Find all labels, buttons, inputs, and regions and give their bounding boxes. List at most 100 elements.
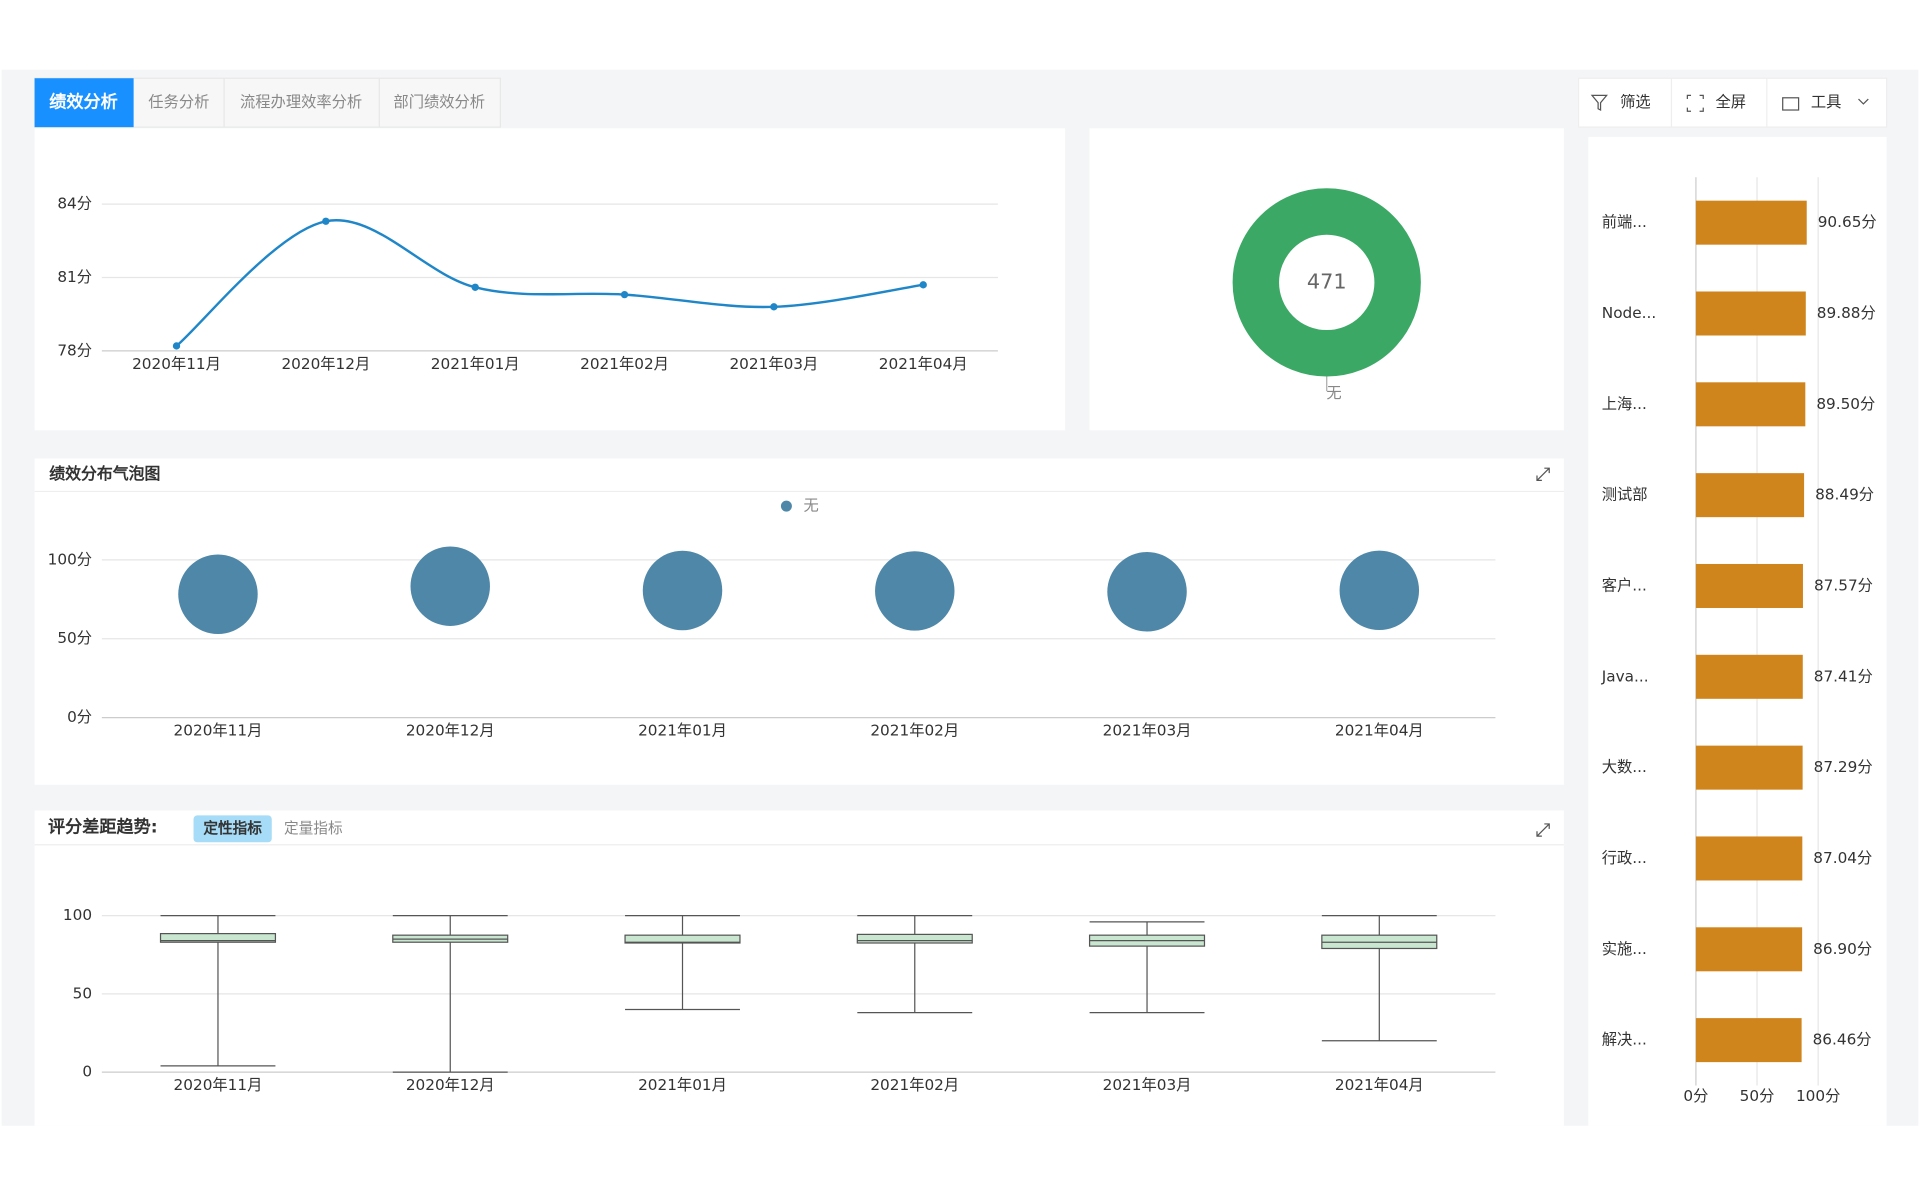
box (159, 932, 277, 943)
value-label: 86.90分 (1813, 940, 1872, 958)
tab[interactable]: 任务分析 (148, 93, 209, 111)
panel (34, 458, 1564, 785)
x-tick-label: 2021年02月 (580, 355, 669, 373)
x-tick-label: 2021年04月 (1335, 722, 1424, 740)
x-tick-label: 50分 (1740, 1087, 1775, 1105)
value-label: 90.65分 (1818, 213, 1877, 231)
donut-slice (1232, 188, 1421, 377)
value-label: 87.41分 (1814, 667, 1873, 685)
y-tick-label: Node... (1602, 304, 1656, 322)
x-tick-label: 2021年02月 (870, 1076, 959, 1094)
bar (1695, 836, 1803, 881)
bubble (875, 551, 955, 631)
y-tick-label: 行政... (1602, 849, 1647, 867)
y-tick-label: 50 (73, 984, 92, 1002)
x-tick-label: 2021年03月 (729, 355, 818, 373)
tool-icon (1782, 97, 1800, 111)
subtab[interactable]: 定量指标 (284, 820, 343, 837)
bar (1695, 291, 1806, 336)
bar (1695, 1018, 1802, 1063)
y-tick-label: 78分 (57, 341, 92, 359)
y-tick-label: 50分 (57, 629, 92, 647)
y-tick-label: 大数... (1602, 758, 1647, 776)
y-tick-label: Java... (1601, 667, 1649, 685)
x-tick-label: 2020年11月 (174, 1076, 263, 1094)
panel (1588, 136, 1887, 1126)
point (172, 342, 181, 350)
tab[interactable]: 部门绩效分析 (393, 93, 485, 111)
point (770, 303, 778, 311)
value-label: 89.88分 (1817, 304, 1876, 322)
y-tick-label: 解决... (1602, 1031, 1647, 1049)
bar (1695, 927, 1803, 972)
y-tick-label: 0 (82, 1063, 92, 1081)
legend-marker (780, 500, 792, 512)
x-tick-label: 2020年12月 (281, 355, 370, 373)
point (919, 281, 927, 289)
bubble (1107, 552, 1187, 632)
toolbar-button[interactable]: 全屏 (1715, 93, 1746, 111)
bubble (642, 550, 723, 631)
toolbar (1577, 77, 1888, 128)
toolbar-button[interactable]: 工具 (1811, 93, 1842, 111)
value-label: 89.50分 (1816, 395, 1875, 413)
x-tick-label: 2021年01月 (638, 1076, 727, 1094)
donut-center-label: 471 (1307, 269, 1347, 293)
bubble (178, 554, 258, 634)
x-tick-label: 2021年01月 (431, 355, 520, 373)
point (620, 290, 629, 299)
subtab[interactable]: 定性指标 (203, 819, 262, 837)
expand-icon[interactable] (1536, 823, 1550, 837)
value-label: 87.29分 (1814, 758, 1873, 776)
bubble (410, 546, 490, 626)
toolbar-button[interactable]: 筛选 (1620, 93, 1651, 111)
x-tick-label: 2020年11月 (132, 355, 221, 373)
x-tick-label: 100分 (1796, 1087, 1840, 1105)
tab[interactable]: 绩效分析 (49, 92, 117, 113)
x-tick-label: 2020年11月 (174, 722, 263, 740)
point (471, 283, 479, 291)
x-tick-label: 2020年12月 (406, 1076, 495, 1094)
x-tick-label: 2021年03月 (1103, 1076, 1192, 1094)
bar (1695, 382, 1806, 427)
expand-icon[interactable] (1536, 467, 1550, 482)
y-tick-label: 0分 (67, 708, 92, 726)
y-tick-label: 客户... (1602, 576, 1647, 594)
value-label: 86.46分 (1813, 1031, 1872, 1049)
value-label: 87.57分 (1814, 576, 1873, 594)
x-tick-label: 2021年04月 (1335, 1076, 1424, 1094)
y-tick-label: 测试部 (1602, 486, 1648, 504)
y-tick-label: 实施... (1602, 940, 1647, 958)
bar (1695, 473, 1805, 518)
filter-icon (1590, 94, 1608, 112)
panel-title: 评分差距趋势: (48, 817, 158, 838)
panel-title: 绩效分布气泡图 (49, 464, 160, 483)
y-tick-label: 前端... (1602, 213, 1647, 231)
box (856, 933, 973, 944)
bubble (1339, 550, 1420, 631)
fullscreen-icon (1686, 94, 1704, 112)
bar (1695, 654, 1803, 699)
bar (1695, 200, 1807, 245)
x-tick-label: 2021年04月 (879, 355, 968, 373)
x-tick-label: 2021年02月 (870, 722, 959, 740)
x-tick-label: 2020年12月 (406, 722, 495, 740)
y-tick-label: 上海... (1602, 395, 1647, 413)
y-tick-label: 81分 (57, 268, 92, 286)
legend-label: 无 (804, 497, 819, 515)
box (624, 934, 741, 944)
y-tick-label: 84分 (57, 195, 92, 213)
bar (1695, 563, 1803, 608)
tab[interactable]: 流程办理效率分析 (240, 93, 362, 111)
dropdown-icon (1858, 98, 1869, 105)
x-tick-label: 0分 (1683, 1087, 1708, 1105)
tab-active-bg (34, 78, 134, 128)
value-label: 87.04分 (1813, 849, 1872, 867)
subtab-active-bg (193, 815, 272, 843)
point (322, 217, 330, 225)
y-tick-label: 100分 (48, 550, 92, 568)
x-tick-label: 2021年03月 (1103, 722, 1192, 740)
value-label: 88.49分 (1815, 486, 1874, 504)
